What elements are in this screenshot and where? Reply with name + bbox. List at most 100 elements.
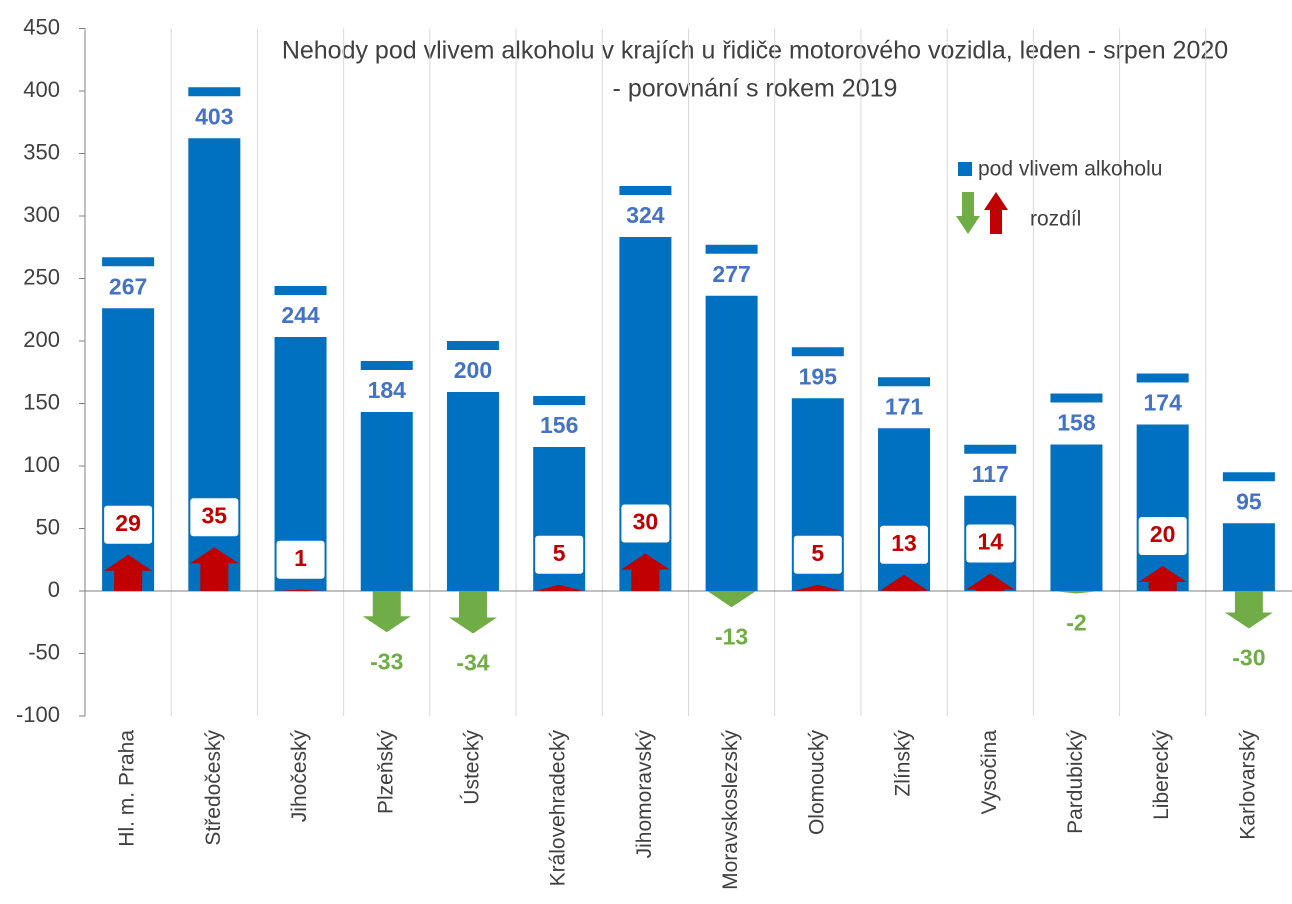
value-label-box <box>527 405 592 447</box>
difference-label-box <box>104 505 153 544</box>
y-tick-label: 150 <box>23 389 60 414</box>
y-tick-label: -100 <box>16 702 60 727</box>
x-tick-label: Hl. m. Praha <box>116 730 139 847</box>
y-tick-label: 50 <box>36 514 60 539</box>
difference-arrow <box>880 574 929 591</box>
difference-arrow <box>1052 591 1101 594</box>
value-label: 117 <box>972 461 1009 487</box>
difference-label: 20 <box>1150 521 1176 547</box>
difference-label: 13 <box>891 530 917 556</box>
difference-arrow <box>362 591 411 633</box>
y-tick-label: 450 <box>23 14 60 39</box>
difference-label-box <box>362 644 411 683</box>
difference-arrow <box>104 554 153 591</box>
value-label: 403 <box>195 103 233 129</box>
value-label-box <box>785 356 850 399</box>
x-tick-label: Ústecký <box>461 730 484 805</box>
bar <box>705 244 758 591</box>
y-tick-label: 300 <box>23 202 60 227</box>
y-tick-label: 100 <box>23 452 60 477</box>
difference-label: -34 <box>456 650 489 676</box>
x-tick-label: Vysočina <box>978 730 1001 815</box>
x-tick-label: Středočeský <box>202 730 225 846</box>
x-tick-label: Pardubický <box>1064 730 1087 834</box>
value-label: 200 <box>454 357 492 383</box>
value-label-box <box>96 266 161 309</box>
value-label: 156 <box>540 412 578 438</box>
x-tick-label: Plzeňský <box>374 730 397 815</box>
difference-label: 5 <box>553 540 566 566</box>
value-label: 184 <box>368 377 407 403</box>
difference-label-box <box>880 525 929 564</box>
value-label: 324 <box>626 202 665 228</box>
value-label: 244 <box>281 302 320 328</box>
difference-arrow <box>793 584 842 591</box>
difference-arrow <box>1138 566 1187 591</box>
difference-arrow <box>621 553 670 591</box>
value-label: 195 <box>799 363 838 389</box>
difference-label: 1 <box>294 545 307 571</box>
x-tick-label: Královehradecký <box>547 730 570 887</box>
difference-label: 5 <box>811 540 824 566</box>
difference-label-box <box>276 540 325 579</box>
difference-arrow <box>535 584 584 591</box>
difference-label-box <box>621 504 670 543</box>
value-label-box <box>354 370 419 412</box>
difference-label-box <box>1224 640 1273 679</box>
y-tick-label: 400 <box>23 77 60 102</box>
difference-label: -13 <box>715 623 748 649</box>
difference-label: -2 <box>1066 610 1086 636</box>
difference-label: 30 <box>633 509 659 535</box>
difference-label-box <box>793 535 842 574</box>
value-label-box <box>613 195 678 237</box>
x-tick-label: Zlínský <box>892 730 915 797</box>
legend-label: rozdíl <box>1030 208 1081 231</box>
x-tick-label: Jihomoravský <box>633 730 656 859</box>
value-label: 95 <box>1236 488 1262 514</box>
difference-label-box <box>190 498 239 537</box>
legend-swatch <box>956 192 980 234</box>
chart-title: - porovnání s rokem 2019 <box>613 75 898 103</box>
legend-swatch <box>958 162 972 176</box>
value-label-box <box>1044 402 1109 445</box>
value-label: 171 <box>885 393 924 419</box>
difference-label-box <box>535 535 584 574</box>
value-label-box <box>872 386 937 429</box>
x-tick-label: Moravskoslezský <box>719 730 742 890</box>
difference-arrow <box>276 589 325 591</box>
difference-label: 14 <box>977 529 1003 555</box>
value-label: 158 <box>1057 410 1096 436</box>
difference-arrow <box>707 591 756 608</box>
difference-label: -33 <box>370 648 403 674</box>
value-label-box <box>1216 481 1281 524</box>
y-tick-label: -50 <box>28 639 60 664</box>
difference-arrow <box>1224 591 1273 629</box>
chart-title: Nehody pod vlivem alkoholu v krajích u ř… <box>282 37 1228 65</box>
x-tick-label: Karlovarský <box>1236 730 1259 840</box>
difference-arrow <box>448 591 497 634</box>
difference-label-box <box>1138 517 1187 555</box>
value-label-box <box>958 453 1023 496</box>
x-tick-label: Olomoucký <box>805 730 828 836</box>
value-label-box <box>440 350 505 392</box>
value-label-box <box>1130 382 1195 425</box>
difference-label: 29 <box>115 510 141 536</box>
difference-label-box <box>1052 605 1101 644</box>
y-tick-label: 200 <box>23 327 60 352</box>
difference-arrow <box>966 573 1015 591</box>
x-tick-label: Jihočeský <box>288 730 311 823</box>
difference-label-box <box>448 645 497 684</box>
value-label-box <box>182 96 247 139</box>
y-tick-label: 350 <box>23 139 60 164</box>
value-label-box <box>268 295 333 337</box>
difference-arrow <box>190 547 239 591</box>
y-tick-label: 250 <box>23 264 60 289</box>
x-tick-label: Liberecký <box>1150 730 1173 820</box>
difference-label-box <box>966 524 1015 563</box>
legend-label: pod vlivem alkoholu <box>978 158 1162 181</box>
difference-label: -30 <box>1232 645 1265 671</box>
y-tick-label: 0 <box>48 577 60 602</box>
value-label: 277 <box>712 261 750 287</box>
value-label: 267 <box>109 273 147 299</box>
